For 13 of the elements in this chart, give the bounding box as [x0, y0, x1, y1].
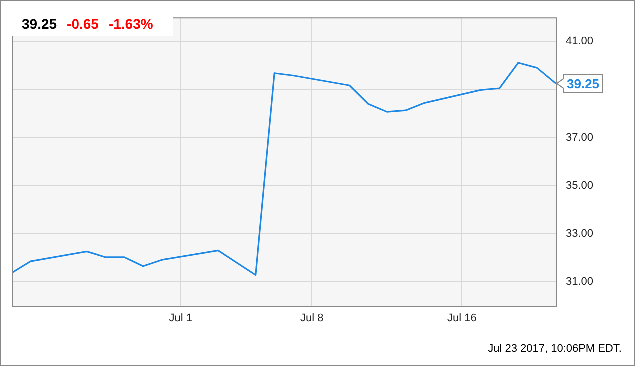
x-tick-label: Jul 8: [300, 312, 324, 325]
annotation: -1.63%: [108, 16, 154, 32]
y-tick-label: 31.00: [566, 276, 594, 288]
y-tick-label: 35.00: [566, 180, 594, 192]
annotation: 39.25: [567, 76, 600, 92]
x-tick-label: Jul 1: [169, 312, 192, 325]
chart-title: 39.25: [22, 16, 58, 32]
y-tick-label: 41.00: [566, 36, 594, 48]
y-tick-label: 33.00: [566, 228, 594, 240]
text: Jul 23 2017, 10:06PM EDT.: [488, 343, 622, 355]
annotation: -0.65: [67, 16, 99, 32]
y-tick-label: 37.00: [566, 132, 594, 144]
x-tick-label: Jul 16: [448, 312, 477, 325]
